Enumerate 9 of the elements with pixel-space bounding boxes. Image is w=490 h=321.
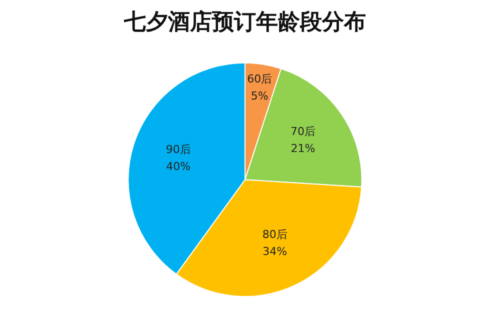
data-label: 40% <box>166 160 191 173</box>
slice-label: 80后 <box>262 228 288 241</box>
slice-label: 60后 <box>247 72 272 86</box>
data-label: 21% <box>290 142 316 156</box>
data-label: 34% <box>262 244 288 258</box>
slice-label: 90后 <box>166 142 191 156</box>
chart-title: 七夕酒店预订年龄段分布 <box>123 8 366 35</box>
slice-label: 70后 <box>290 125 316 138</box>
data-label: 5% <box>250 89 268 102</box>
